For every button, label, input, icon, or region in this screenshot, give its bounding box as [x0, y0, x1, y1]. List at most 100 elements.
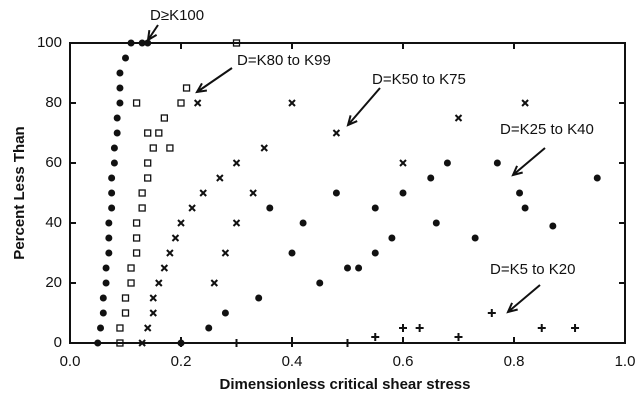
point [549, 222, 557, 230]
point [105, 249, 113, 257]
x-axis-label: Dimensionless critical shear stress [220, 376, 471, 393]
point [255, 294, 263, 302]
point [138, 339, 146, 347]
x-tick-label: 0.8 [504, 353, 525, 370]
point [288, 339, 296, 347]
point [371, 249, 379, 257]
annotation-arrow [146, 24, 159, 42]
point [521, 204, 529, 212]
point [110, 144, 118, 152]
point [171, 234, 180, 242]
point [344, 264, 351, 272]
point [102, 279, 110, 287]
x-tick-label: 0.6 [393, 353, 414, 370]
point [132, 249, 141, 257]
point [127, 264, 135, 272]
y-tick-label: 20 [45, 274, 62, 291]
point [415, 324, 424, 332]
series-annotation: D=K80 to K99 [237, 52, 331, 69]
point [138, 204, 146, 212]
point [210, 279, 219, 287]
point [193, 99, 202, 107]
point [166, 249, 174, 257]
point [216, 174, 224, 182]
point [144, 174, 152, 182]
point [110, 159, 118, 167]
point [108, 174, 116, 182]
point [116, 84, 124, 92]
series-annotation: D=K25 to K40 [500, 121, 594, 138]
point [102, 264, 110, 272]
annotation-arrow [195, 67, 233, 94]
point [160, 114, 169, 122]
point [288, 249, 296, 257]
point [571, 324, 580, 332]
point [232, 219, 241, 227]
x-tick-label: 0.4 [282, 353, 303, 370]
point [232, 39, 241, 47]
point [108, 204, 116, 212]
point [332, 189, 340, 197]
point [521, 99, 529, 107]
series-annotation: D≥K100 [150, 7, 204, 24]
point [99, 294, 107, 302]
point [121, 309, 130, 317]
point [113, 114, 121, 122]
y-axis-label: Percent Less Than [11, 126, 28, 259]
annotation-arrow [511, 147, 546, 177]
series-annotation: D=K50 to K75 [372, 71, 466, 88]
point [116, 324, 124, 332]
point [399, 324, 407, 332]
point [127, 279, 135, 287]
x-tick-label: 0.2 [171, 353, 192, 370]
point [116, 69, 124, 77]
point [388, 234, 396, 242]
point [94, 339, 102, 347]
point [516, 189, 524, 197]
point [132, 219, 141, 227]
point [188, 204, 196, 212]
point [371, 204, 379, 212]
point [182, 84, 191, 92]
point [138, 39, 146, 47]
point [149, 294, 157, 302]
point [97, 324, 105, 332]
point [537, 324, 546, 332]
point [132, 234, 141, 242]
point [399, 189, 407, 197]
point [144, 39, 152, 47]
point [593, 174, 601, 182]
point [144, 159, 152, 167]
point [177, 99, 185, 107]
point [487, 309, 496, 317]
x-tick-label: 1.0 [615, 353, 635, 370]
point [432, 219, 440, 227]
y-tick-label: 80 [45, 94, 62, 111]
point [427, 174, 435, 182]
point [121, 294, 130, 302]
point [132, 99, 141, 107]
point [116, 99, 124, 107]
point [299, 219, 307, 227]
point [105, 219, 113, 227]
point [160, 264, 169, 272]
point [205, 324, 213, 332]
point [143, 324, 152, 332]
y-tick-label: 60 [45, 154, 62, 171]
point [149, 309, 157, 317]
point [99, 309, 107, 317]
point [443, 159, 451, 167]
point [371, 333, 380, 341]
point [108, 189, 116, 197]
y-tick-label: 0 [54, 334, 62, 351]
point [454, 114, 463, 122]
point [221, 309, 229, 317]
point [249, 189, 257, 197]
x-tick-label: 0.0 [60, 353, 81, 370]
point [260, 144, 268, 152]
point [155, 129, 163, 137]
series-annotation: D=K5 to K20 [490, 261, 575, 278]
point [355, 264, 363, 272]
point [232, 339, 241, 347]
